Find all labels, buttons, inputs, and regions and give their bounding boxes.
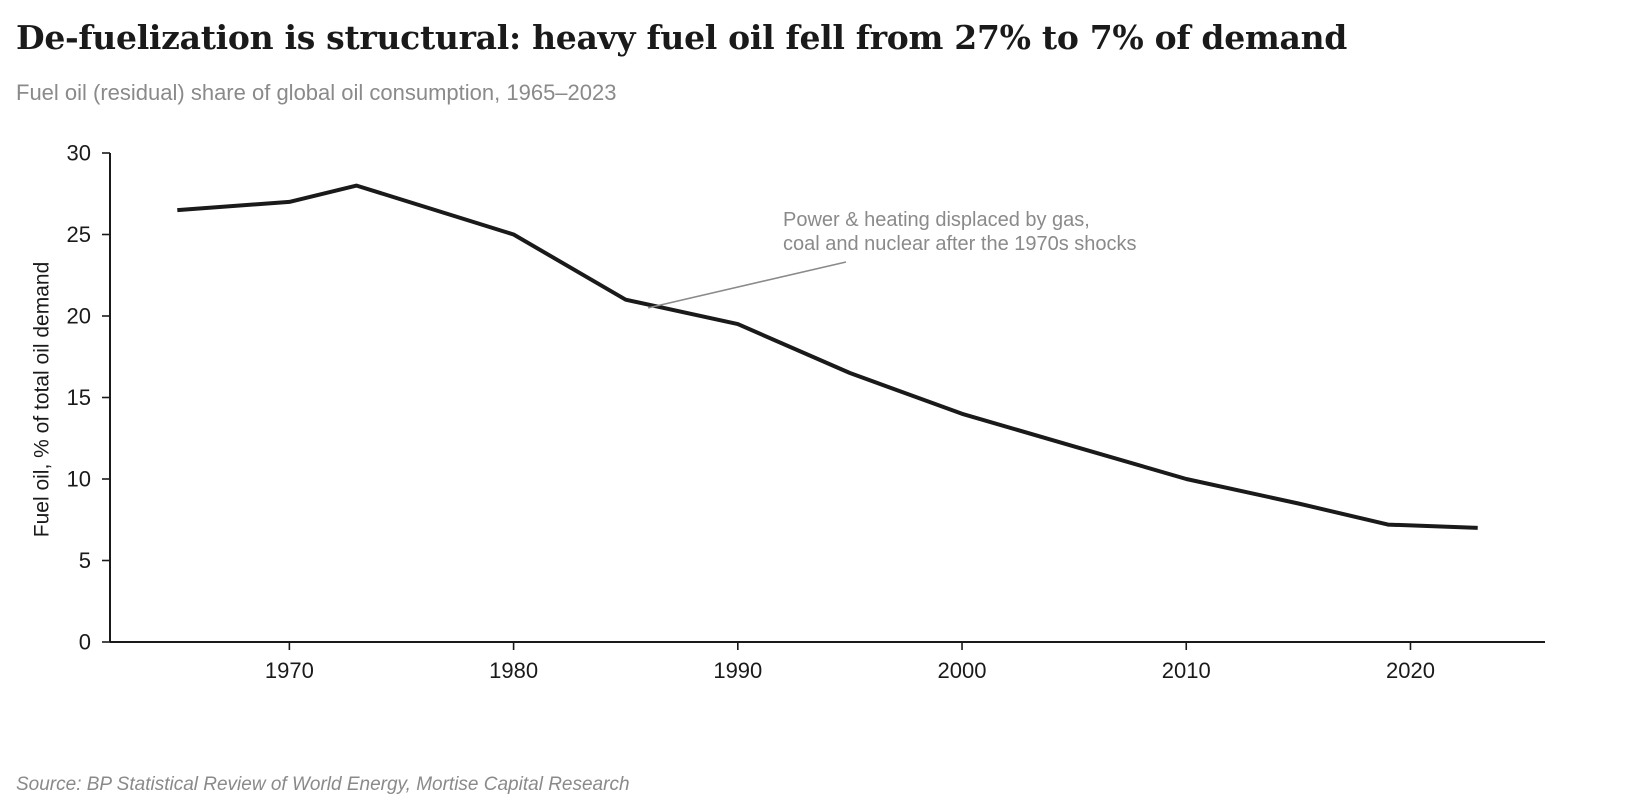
x-tick-label: 2010 (1162, 658, 1211, 683)
x-tick-label: 1970 (265, 658, 314, 683)
y-tick-label: 15 (67, 385, 91, 410)
chart-title: De-fuelization is structural: heavy fuel… (16, 18, 1348, 57)
x-tick-label: 2000 (938, 658, 987, 683)
y-axis-title: Fuel oil, % of total oil demand (31, 262, 54, 537)
x-axis-ticks: 1970 1980 1990 2000 2010 2020 (265, 642, 1435, 683)
y-tick-label: 0 (79, 630, 91, 655)
y-tick-label: 5 (79, 548, 91, 573)
x-tick-label: 1990 (713, 658, 762, 683)
y-tick-label: 30 (67, 141, 91, 166)
series-line (177, 183, 1478, 530)
x-tick-label: 1980 (489, 658, 538, 683)
chart-subtitle: Fuel oil (residual) share of global oil … (16, 80, 617, 105)
annotation: Power & heating displaced by gas, coal a… (647, 209, 1137, 309)
annotation-leader-line (647, 261, 847, 309)
series-group (177, 183, 1478, 530)
y-axis-ticks: 0 5 10 15 20 25 30 (67, 141, 110, 655)
source-note: Source: BP Statistical Review of World E… (16, 774, 630, 795)
y-tick-label: 25 (67, 222, 91, 247)
annotation-text: Power & heating displaced by gas, coal a… (783, 209, 1137, 255)
y-tick-label: 20 (67, 304, 91, 329)
y-tick-label: 10 (67, 467, 91, 492)
annotation-line: coal and nuclear after the 1970s shocks (783, 233, 1137, 255)
x-tick-label: 2020 (1386, 658, 1435, 683)
annotation-line: Power & heating displaced by gas, (783, 209, 1090, 231)
